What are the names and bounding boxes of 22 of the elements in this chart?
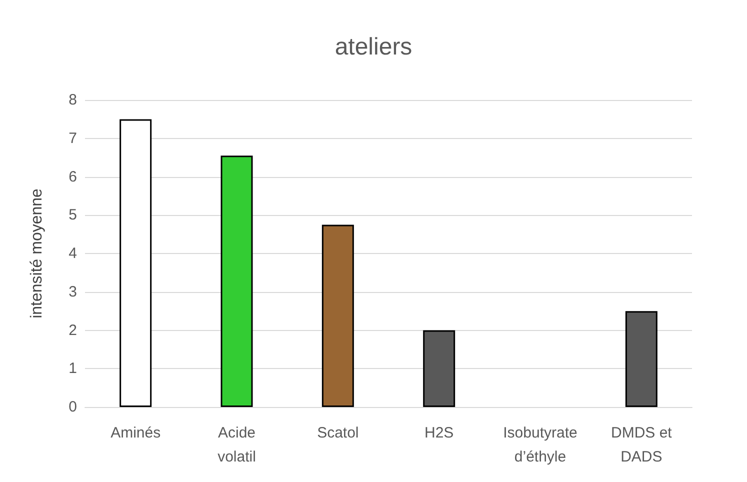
y-tick-label: 3 bbox=[68, 283, 77, 300]
x-tick-label: H2S bbox=[424, 424, 454, 442]
y-tick-label: 7 bbox=[68, 130, 77, 147]
bar bbox=[220, 156, 253, 407]
y-tick-label: 5 bbox=[68, 206, 77, 224]
x-tick-label: Scatol bbox=[317, 424, 359, 442]
bar bbox=[423, 330, 456, 407]
x-tick-label: DMDS et DADS bbox=[610, 424, 673, 466]
bar bbox=[322, 224, 354, 407]
bar bbox=[120, 119, 152, 407]
y-tick-label: 6 bbox=[68, 168, 77, 186]
y-tick-label: 8 bbox=[68, 92, 77, 108]
chart-title: ateliers bbox=[334, 34, 412, 60]
x-tick-label: Isobutyrate d’éthyle bbox=[503, 424, 578, 466]
y-tick-label: 2 bbox=[68, 322, 77, 339]
x-tick-label: Acide volatil bbox=[218, 424, 256, 466]
y-tick-label: 4 bbox=[68, 245, 77, 262]
y-tick-label: 1 bbox=[68, 360, 77, 378]
bar bbox=[625, 311, 658, 407]
x-tick-label: Aminés bbox=[110, 424, 161, 442]
y-axis-title: intensité moyenne bbox=[28, 188, 46, 318]
y-tick-label: 0 bbox=[68, 398, 77, 416]
